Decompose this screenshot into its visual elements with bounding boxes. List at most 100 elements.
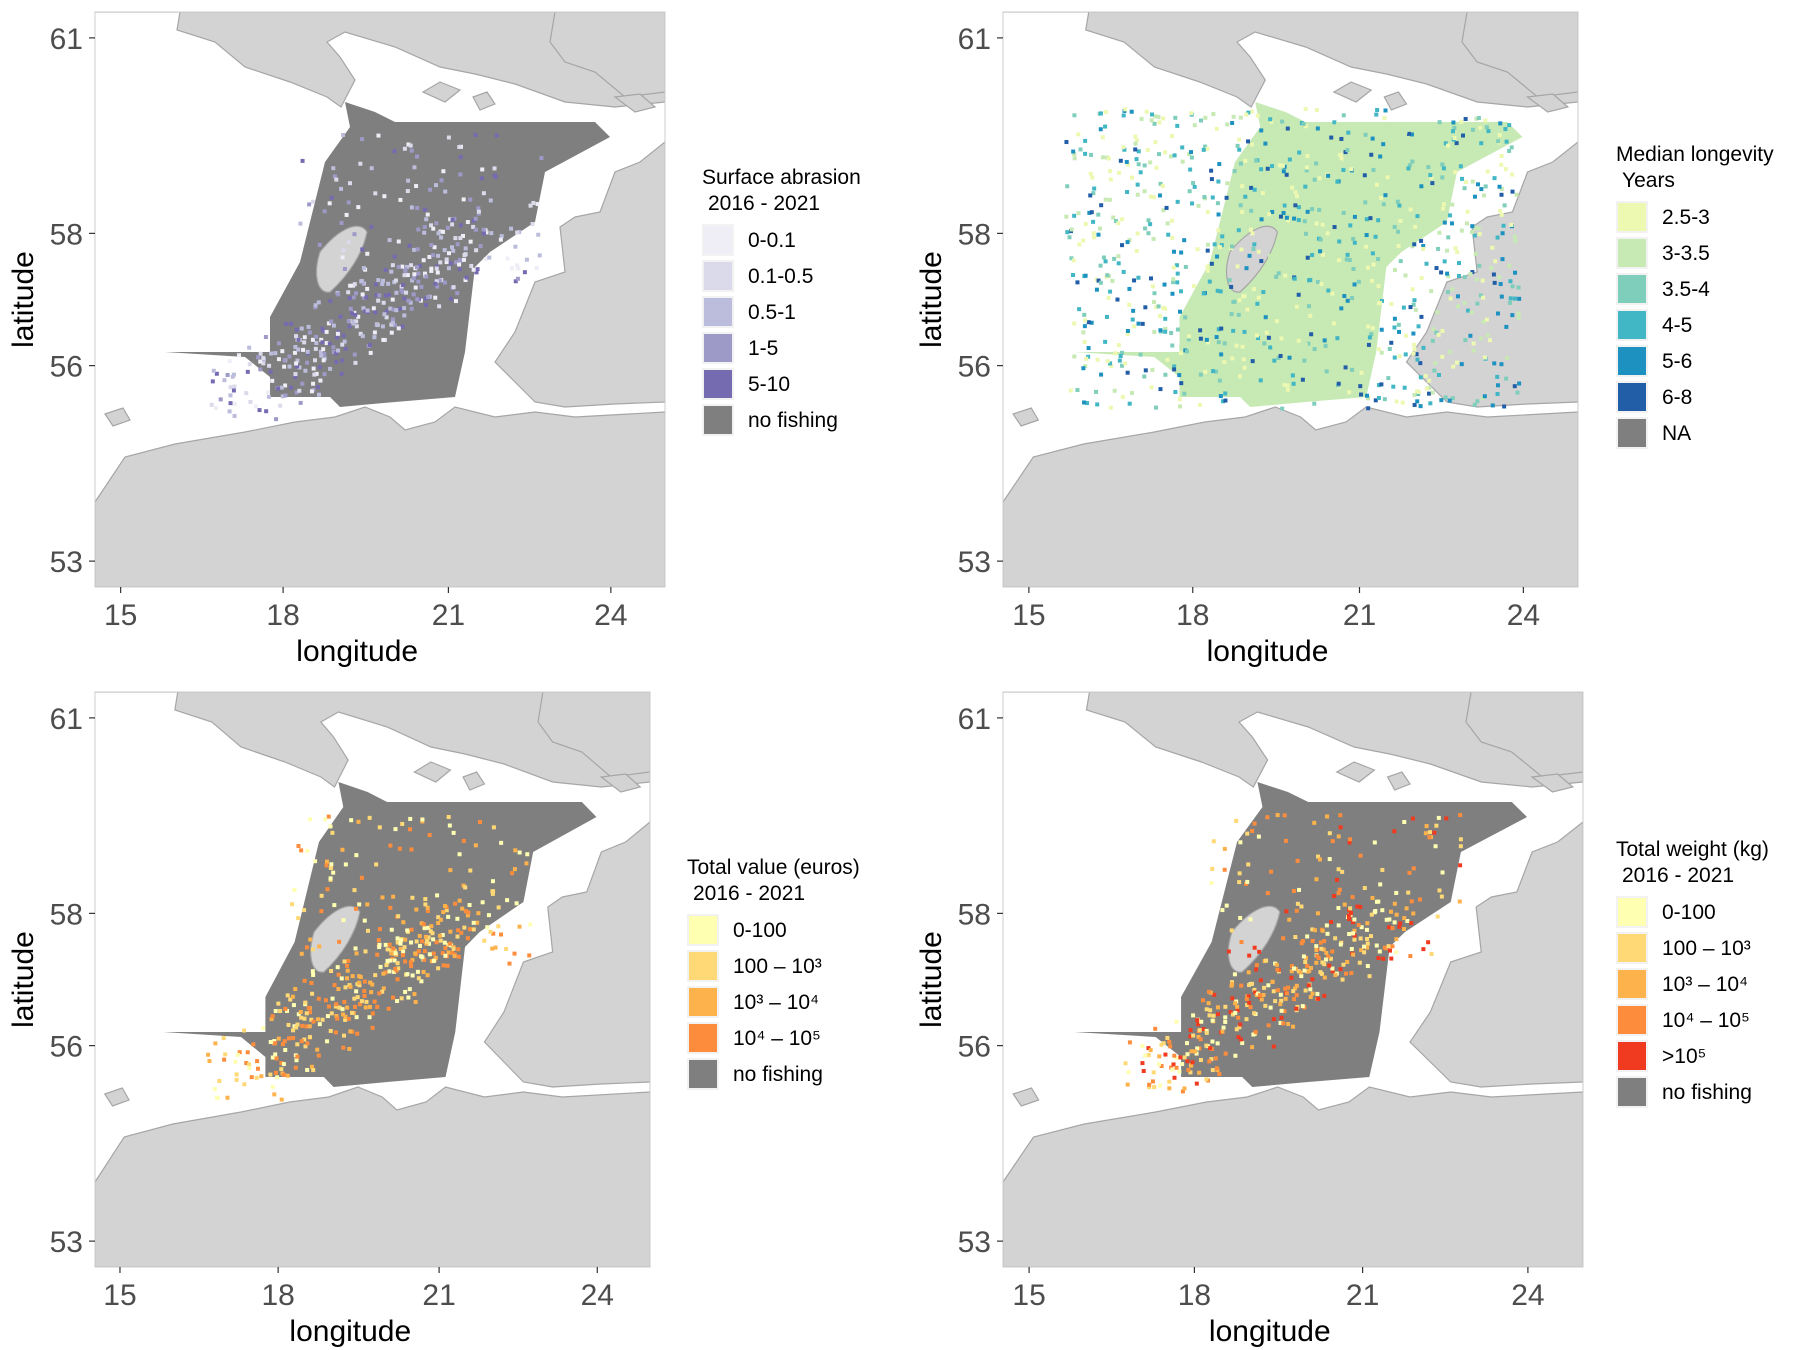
grid-cell <box>309 1017 314 1022</box>
grid-cell <box>1214 126 1219 131</box>
grid-cell <box>425 973 430 978</box>
grid-cell <box>299 951 304 956</box>
grid-cell <box>1381 202 1386 207</box>
grid-cell <box>1283 996 1288 1001</box>
grid-cell <box>283 383 288 388</box>
grid-cell <box>409 148 414 153</box>
grid-cell <box>402 296 407 301</box>
grid-cell <box>464 275 469 280</box>
grid-cell <box>1220 1029 1225 1034</box>
grid-cell <box>1099 372 1104 377</box>
grid-cell <box>1222 367 1227 372</box>
grid-cell <box>392 323 397 328</box>
grid-cell <box>1216 327 1221 332</box>
grid-cell <box>1457 260 1462 265</box>
grid-cell <box>1510 189 1515 194</box>
grid-cell <box>1387 346 1392 351</box>
grid-cell <box>1205 268 1210 273</box>
grid-cell <box>433 955 438 960</box>
grid-cell <box>1352 937 1357 942</box>
grid-cell <box>433 183 438 188</box>
grid-cell <box>431 951 436 956</box>
grid-cell <box>1317 857 1322 862</box>
grid-cell <box>324 859 329 864</box>
grid-cell <box>1171 1062 1176 1067</box>
grid-cell <box>1095 357 1100 362</box>
grid-cell <box>1352 282 1357 287</box>
grid-cell <box>1165 221 1170 226</box>
grid-cell <box>297 365 302 370</box>
grid-cell <box>1440 328 1445 333</box>
grid-cell <box>1206 242 1211 247</box>
grid-cell <box>360 334 365 339</box>
grid-cell <box>1351 236 1356 241</box>
grid-cell <box>373 310 378 315</box>
grid-cell <box>517 850 522 855</box>
grid-cell <box>1482 394 1487 399</box>
grid-cell <box>1154 165 1159 170</box>
grid-cell <box>476 209 481 214</box>
grid-cell <box>354 951 359 956</box>
grid-cell <box>1153 140 1158 145</box>
grid-cell <box>1352 928 1357 933</box>
grid-cell <box>1189 1063 1194 1068</box>
grid-cell <box>1140 1061 1145 1066</box>
grid-cell <box>1148 222 1153 227</box>
grid-cell <box>1499 162 1504 167</box>
grid-cell <box>1178 404 1183 409</box>
grid-cell <box>1174 263 1179 268</box>
grid-cell <box>1364 233 1369 238</box>
grid-cell <box>334 351 339 356</box>
grid-cell <box>1198 336 1203 341</box>
grid-cell <box>1229 244 1234 249</box>
y-tick-label: 61 <box>50 23 83 56</box>
grid-cell <box>1082 340 1087 345</box>
grid-cell <box>354 906 359 911</box>
legend-label: no fishing <box>1662 1081 1752 1104</box>
grid-cell <box>1495 311 1500 316</box>
grid-cell <box>410 278 415 283</box>
grid-cell <box>390 956 395 961</box>
grid-cell <box>360 292 365 297</box>
grid-cell <box>1339 306 1344 311</box>
grid-cell <box>1373 398 1378 403</box>
grid-cell <box>1245 831 1250 836</box>
grid-cell <box>398 306 403 311</box>
grid-cell <box>1427 385 1432 390</box>
grid-cell <box>1372 840 1377 845</box>
grid-cell <box>427 254 432 259</box>
grid-cell <box>1116 343 1121 348</box>
grid-cell <box>1238 115 1243 120</box>
grid-cell <box>1082 400 1087 405</box>
grid-cell <box>1143 305 1148 310</box>
grid-cell <box>247 345 252 350</box>
grid-cell <box>1127 302 1132 307</box>
grid-cell <box>343 1017 348 1022</box>
grid-cell <box>303 368 308 373</box>
grid-cell <box>1223 1019 1228 1024</box>
grid-cell <box>1354 149 1359 154</box>
grid-cell <box>457 144 462 149</box>
grid-cell <box>1251 287 1256 292</box>
grid-cell <box>1473 226 1478 231</box>
y-tick-label: 58 <box>50 898 83 931</box>
grid-cell <box>1302 245 1307 250</box>
grid-cell <box>1135 192 1140 197</box>
legend-swatch <box>1618 275 1646 303</box>
grid-cell <box>1198 1058 1203 1063</box>
x-axis-title: longitude <box>1207 635 1329 668</box>
grid-cell <box>446 914 451 919</box>
grid-cell <box>1123 361 1128 366</box>
grid-cell <box>1324 923 1329 928</box>
grid-cell <box>1454 141 1459 146</box>
grid-cell <box>1337 153 1342 158</box>
y-tick-label: 56 <box>50 1031 83 1064</box>
grid-cell <box>409 847 414 852</box>
grid-cell <box>390 263 395 268</box>
grid-cell <box>222 1057 227 1062</box>
grid-cell <box>302 1016 307 1021</box>
grid-cell <box>335 1016 340 1021</box>
grid-cell <box>374 862 379 867</box>
grid-cell <box>513 848 518 853</box>
grid-cell <box>398 946 403 951</box>
